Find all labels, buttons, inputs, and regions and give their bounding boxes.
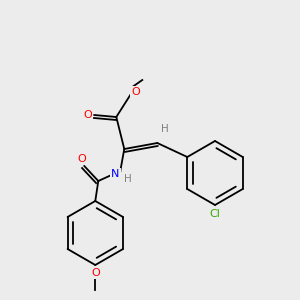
Text: O: O (91, 268, 100, 278)
Text: N: N (111, 169, 119, 179)
Text: O: O (83, 110, 92, 120)
Text: H: H (161, 124, 169, 134)
Text: H: H (124, 174, 132, 184)
Text: O: O (77, 154, 86, 164)
Text: Cl: Cl (210, 209, 220, 219)
Text: O: O (131, 87, 140, 97)
